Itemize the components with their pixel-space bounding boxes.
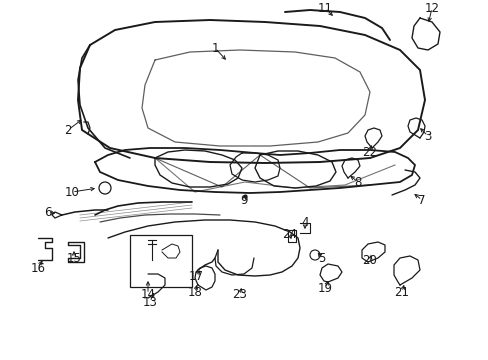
Text: 6: 6 <box>44 206 52 219</box>
Text: 3: 3 <box>424 130 431 143</box>
Text: 24: 24 <box>282 228 297 240</box>
Text: 12: 12 <box>424 1 439 14</box>
Text: 14: 14 <box>140 288 155 301</box>
Text: 1: 1 <box>211 41 218 54</box>
Text: 4: 4 <box>301 216 308 229</box>
Text: 11: 11 <box>317 1 332 14</box>
Text: 19: 19 <box>317 282 332 294</box>
Text: 8: 8 <box>354 175 361 189</box>
Text: 21: 21 <box>394 285 408 298</box>
Bar <box>130 235 192 287</box>
Text: 17: 17 <box>188 270 203 283</box>
Text: 10: 10 <box>64 185 79 198</box>
Text: 15: 15 <box>66 252 81 265</box>
Text: 13: 13 <box>142 296 157 309</box>
Text: 16: 16 <box>30 261 45 274</box>
Text: 23: 23 <box>232 288 247 302</box>
Text: 7: 7 <box>417 194 425 207</box>
Text: 22: 22 <box>362 145 377 158</box>
Text: 5: 5 <box>318 252 325 265</box>
Text: 20: 20 <box>362 253 377 266</box>
Text: 2: 2 <box>64 123 72 136</box>
Text: 18: 18 <box>187 285 202 298</box>
Text: 9: 9 <box>240 194 247 207</box>
